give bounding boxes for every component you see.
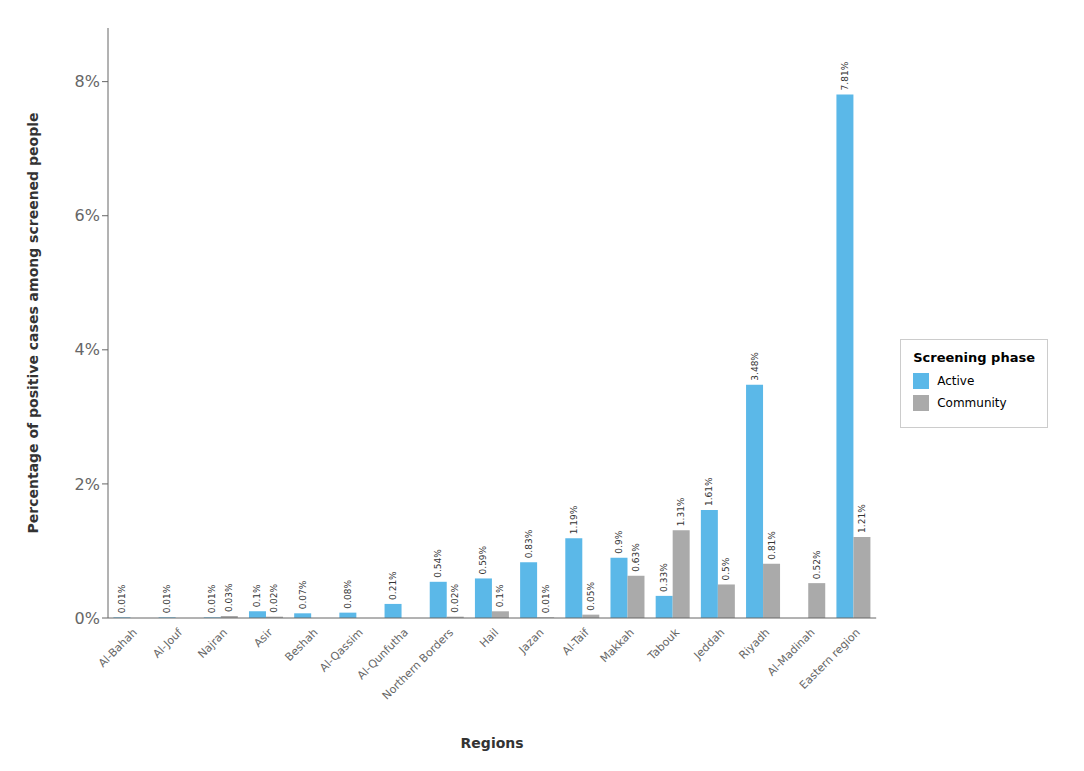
svg-text:0.01%: 0.01% — [117, 584, 127, 613]
svg-text:0.1%: 0.1% — [252, 584, 262, 607]
svg-text:0.1%: 0.1% — [495, 584, 505, 607]
svg-text:Al-Qassim: Al-Qassim — [317, 626, 366, 675]
svg-text:0.08%: 0.08% — [343, 580, 353, 609]
svg-text:0.05%: 0.05% — [586, 582, 596, 611]
svg-text:0.52%: 0.52% — [812, 550, 822, 579]
svg-text:Al-Madinah: Al-Madinah — [764, 626, 818, 679]
svg-text:7.81%: 7.81% — [840, 61, 850, 90]
svg-text:0.02%: 0.02% — [450, 584, 460, 613]
svg-text:Jazan: Jazan — [516, 626, 547, 657]
svg-text:Percentage of positive cases a: Percentage of positive cases among scree… — [25, 113, 41, 534]
svg-text:6%: 6% — [75, 206, 100, 225]
svg-text:Al-Taif: Al-Taif — [560, 625, 593, 658]
svg-text:1.61%: 1.61% — [704, 477, 714, 506]
svg-text:0.59%: 0.59% — [478, 545, 488, 574]
svg-text:Riyadh: Riyadh — [736, 626, 772, 662]
svg-text:Beshah: Beshah — [283, 626, 321, 664]
svg-text:2%: 2% — [75, 475, 100, 494]
svg-text:1.21%: 1.21% — [857, 504, 867, 533]
svg-text:0.83%: 0.83% — [524, 529, 534, 558]
svg-text:Al-Jouf: Al-Jouf — [150, 625, 185, 660]
svg-text:0.63%: 0.63% — [631, 543, 641, 572]
svg-text:Asir: Asir — [251, 626, 275, 650]
html-text:Community: Community — [937, 395, 1007, 410]
html-text:Active: Active — [937, 373, 975, 388]
svg-text:0.07%: 0.07% — [298, 580, 308, 609]
svg-text:0.03%: 0.03% — [224, 583, 234, 612]
svg-text:0.5%: 0.5% — [721, 557, 731, 580]
svg-text:3.48%: 3.48% — [750, 352, 760, 381]
svg-text:Regions: Regions — [461, 735, 524, 751]
svg-text:0.9%: 0.9% — [614, 530, 624, 553]
svg-text:0.01%: 0.01% — [162, 584, 172, 613]
svg-text:0.21%: 0.21% — [388, 571, 398, 600]
html-text:Screening phase: Screening phase — [913, 349, 1035, 365]
svg-text:Al-Bahah: Al-Bahah — [96, 626, 140, 670]
svg-text:0.01%: 0.01% — [541, 584, 551, 613]
svg-text:Eastern region: Eastern region — [797, 626, 863, 692]
svg-text:Tabouk: Tabouk — [645, 626, 683, 664]
svg-text:1.19%: 1.19% — [569, 505, 579, 534]
svg-text:Northern Borders: Northern Borders — [380, 626, 457, 703]
svg-text:Al-Qunfutha: Al-Qunfutha — [354, 626, 411, 683]
svg-text:0.81%: 0.81% — [767, 531, 777, 560]
svg-text:0.02%: 0.02% — [269, 584, 279, 613]
svg-text:0%: 0% — [75, 609, 100, 628]
svg-text:4%: 4% — [75, 340, 100, 359]
svg-text:Jeddah: Jeddah — [691, 626, 728, 663]
svg-text:0.01%: 0.01% — [207, 584, 217, 613]
svg-text:1.31%: 1.31% — [676, 497, 686, 526]
svg-text:0.54%: 0.54% — [433, 549, 443, 578]
svg-text:Makkah: Makkah — [598, 626, 637, 665]
svg-text:Hail: Hail — [477, 626, 501, 650]
svg-text:0.33%: 0.33% — [659, 563, 669, 592]
svg-text:Najran: Najran — [195, 626, 230, 661]
svg-text:8%: 8% — [75, 72, 100, 91]
